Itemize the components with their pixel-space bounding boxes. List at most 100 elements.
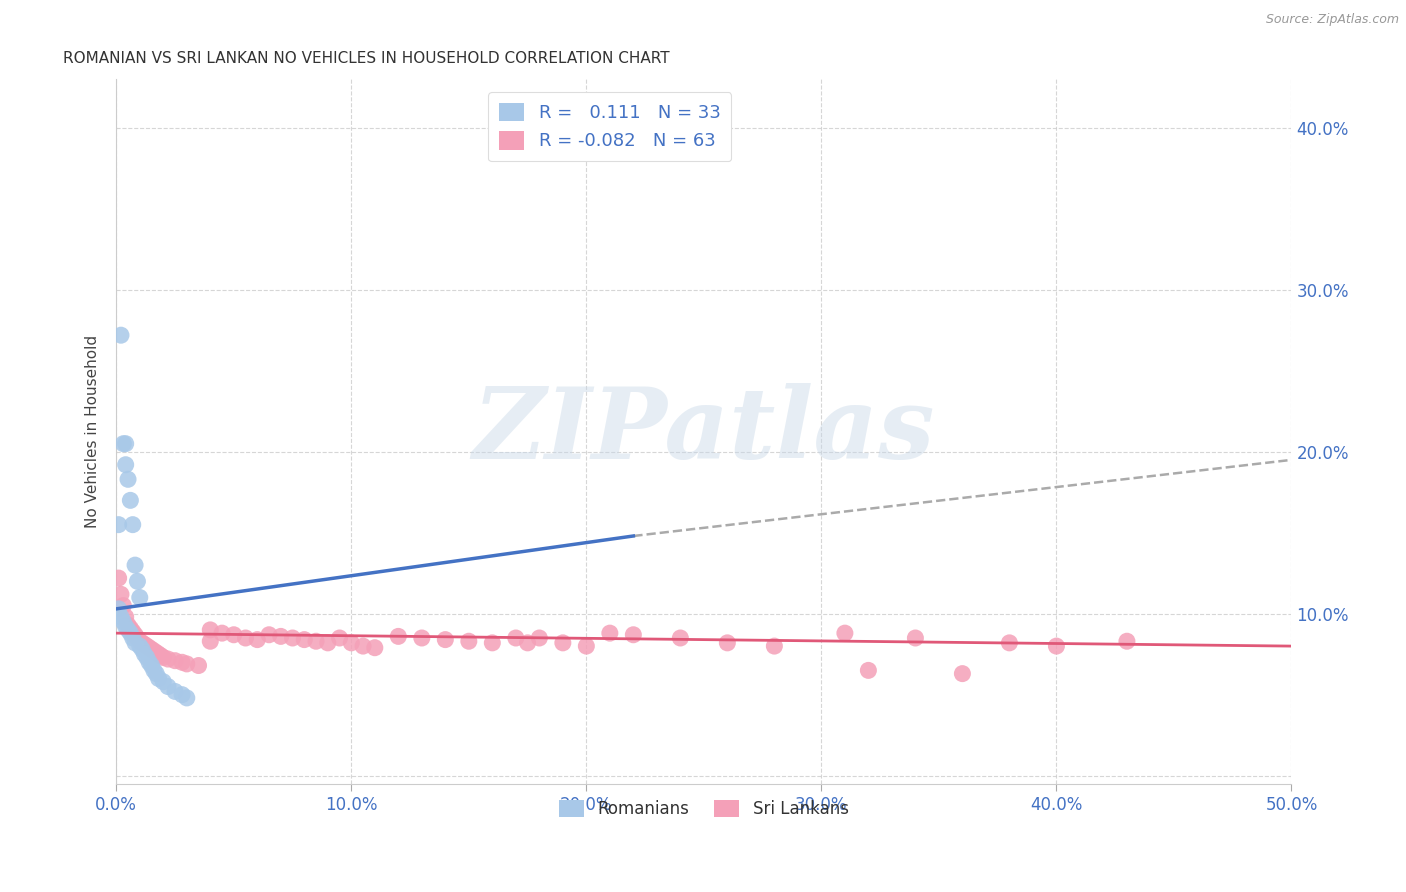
Point <box>110 587 132 601</box>
Point <box>124 558 146 573</box>
Legend: Romanians, Sri Lankans: Romanians, Sri Lankans <box>553 793 855 825</box>
Point <box>117 618 139 632</box>
Point <box>112 615 135 629</box>
Point <box>112 436 135 450</box>
Point <box>156 680 179 694</box>
Point <box>110 328 132 343</box>
Point <box>114 458 136 472</box>
Point <box>858 664 880 678</box>
Point <box>211 626 233 640</box>
Point <box>172 655 194 669</box>
Point <box>316 636 339 650</box>
Point <box>516 636 538 650</box>
Point <box>121 631 143 645</box>
Point <box>152 674 174 689</box>
Point <box>110 610 132 624</box>
Point <box>135 650 157 665</box>
Point <box>246 632 269 647</box>
Y-axis label: No Vehicles in Household: No Vehicles in Household <box>86 335 100 528</box>
Point <box>121 624 143 639</box>
Point <box>305 634 328 648</box>
Point <box>128 639 150 653</box>
Point <box>114 436 136 450</box>
Point <box>387 629 409 643</box>
Point <box>176 657 198 671</box>
Point <box>270 629 292 643</box>
Point <box>121 517 143 532</box>
Point <box>340 636 363 650</box>
Point <box>142 664 165 678</box>
Point <box>998 636 1021 650</box>
Point <box>148 672 170 686</box>
Point <box>364 640 387 655</box>
Point <box>551 636 574 650</box>
Point <box>292 632 315 647</box>
Point <box>329 631 352 645</box>
Point <box>163 684 186 698</box>
Point <box>904 631 927 645</box>
Point <box>127 631 149 645</box>
Point <box>117 472 139 486</box>
Point <box>145 646 167 660</box>
Point <box>200 634 222 648</box>
Point <box>505 631 527 645</box>
Point <box>281 631 304 645</box>
Point <box>114 620 136 634</box>
Point <box>149 648 172 663</box>
Point <box>134 647 156 661</box>
Point <box>187 658 209 673</box>
Point <box>114 610 136 624</box>
Point <box>257 628 280 642</box>
Point <box>1045 639 1067 653</box>
Point <box>834 626 856 640</box>
Point <box>120 621 142 635</box>
Point <box>131 642 153 657</box>
Point <box>128 634 150 648</box>
Point <box>107 602 129 616</box>
Point <box>107 517 129 532</box>
Point <box>112 599 135 613</box>
Point <box>142 644 165 658</box>
Point <box>599 626 621 640</box>
Point <box>141 658 163 673</box>
Point <box>120 626 142 640</box>
Point <box>172 688 194 702</box>
Point <box>763 639 786 653</box>
Point <box>621 628 644 642</box>
Point <box>434 632 457 647</box>
Point <box>352 639 374 653</box>
Point <box>669 631 692 645</box>
Point <box>124 628 146 642</box>
Point <box>138 655 160 669</box>
Point <box>135 639 157 653</box>
Point <box>529 631 551 645</box>
Text: ROMANIAN VS SRI LANKAN NO VEHICLES IN HOUSEHOLD CORRELATION CHART: ROMANIAN VS SRI LANKAN NO VEHICLES IN HO… <box>63 51 671 66</box>
Point <box>457 634 479 648</box>
Point <box>200 623 222 637</box>
Point <box>575 639 598 653</box>
Point <box>152 650 174 665</box>
Point <box>138 640 160 655</box>
Point <box>1116 634 1139 648</box>
Point <box>131 636 153 650</box>
Point <box>950 666 973 681</box>
Point <box>148 647 170 661</box>
Point <box>716 636 738 650</box>
Point <box>120 493 142 508</box>
Point <box>124 636 146 650</box>
Point <box>134 638 156 652</box>
Point <box>163 654 186 668</box>
Text: ZIPatlas: ZIPatlas <box>472 384 935 480</box>
Point <box>235 631 257 645</box>
Point <box>156 652 179 666</box>
Point <box>411 631 433 645</box>
Point <box>176 690 198 705</box>
Point <box>141 642 163 657</box>
Point <box>117 623 139 637</box>
Point <box>481 636 503 650</box>
Point <box>222 628 245 642</box>
Point <box>128 591 150 605</box>
Text: Source: ZipAtlas.com: Source: ZipAtlas.com <box>1265 13 1399 27</box>
Point <box>145 666 167 681</box>
Point <box>127 574 149 589</box>
